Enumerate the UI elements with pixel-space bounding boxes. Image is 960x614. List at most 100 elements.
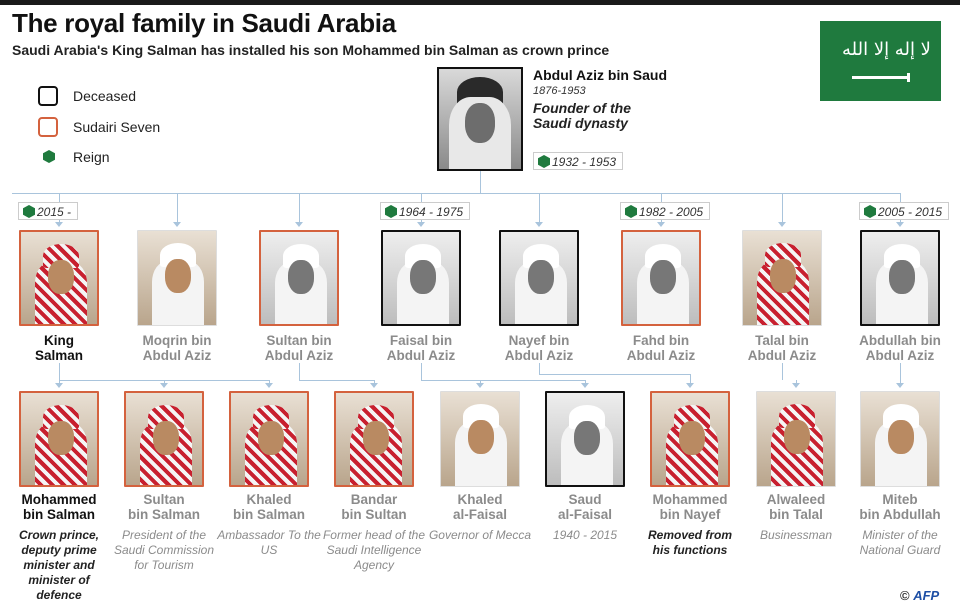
grandson-name: Mohammed bin Nayef <box>652 492 728 522</box>
son-reign-tag: 2015 - <box>18 202 79 220</box>
grandson-portrait <box>440 391 520 487</box>
founder-name: Abdul Aziz bin Saud <box>533 67 668 83</box>
credit: © AFP <box>900 588 939 603</box>
connector-line <box>59 380 60 383</box>
grandson-portrait <box>756 391 836 487</box>
sudairi-swatch-icon <box>38 117 58 137</box>
son-name: Abdullah bin Abdul Aziz <box>859 333 941 363</box>
saudi-flag-icon: لا إله إلا الله <box>820 21 941 101</box>
arrow-down-icon <box>370 383 378 388</box>
reign-hexagon-icon <box>385 205 397 218</box>
son-name: Nayef bin Abdul Aziz <box>504 333 574 363</box>
son-name: Fahd bin Abdul Aziz <box>626 333 696 363</box>
grandson-name: Mohammed bin Salman <box>21 492 97 522</box>
connector-line <box>539 193 540 223</box>
reign-hexagon-icon <box>23 205 35 218</box>
grandson-portrait <box>334 391 414 487</box>
connector-line <box>374 380 375 383</box>
connector-line <box>164 380 165 383</box>
son-portrait <box>259 230 339 326</box>
connector-line <box>782 363 783 380</box>
grandson-description: Businessman <box>759 528 833 542</box>
connector-line <box>299 380 374 381</box>
arrow-down-icon <box>686 383 694 388</box>
connector-line <box>782 193 783 223</box>
son-portrait <box>499 230 579 326</box>
son-portrait <box>860 230 940 326</box>
son-portrait <box>137 230 217 326</box>
connector-line <box>177 193 178 223</box>
connector-line <box>59 363 60 380</box>
son-portrait <box>621 230 701 326</box>
grandson-portrait <box>545 391 625 487</box>
copyright-symbol: © <box>900 588 910 603</box>
son-name: Talal bin Abdul Aziz <box>747 333 817 363</box>
grandson-name: Saud al-Faisal <box>557 492 613 522</box>
grandson-name: Bandar bin Sultan <box>341 492 407 522</box>
page-subtitle: Saudi Arabia's King Salman has installed… <box>12 42 610 58</box>
arrow-down-icon <box>896 222 904 227</box>
reign-hexagon-icon <box>625 205 637 218</box>
grandson-description: 1940 - 2015 <box>552 528 618 542</box>
legend-item-reign: Reign <box>36 145 236 171</box>
connector-line <box>585 380 586 383</box>
son-reign-tag: 1982 - 2005 <box>620 202 711 220</box>
arrow-down-icon <box>55 222 63 227</box>
arrow-down-icon <box>265 383 273 388</box>
son-reign: 2005 - 2015 <box>878 205 943 219</box>
legend-item-deceased: Deceased <box>36 84 236 110</box>
grandson-name: Khaled bin Salman <box>232 492 305 522</box>
grandson-description: Removed from his functions <box>647 528 733 557</box>
arrow-down-icon <box>657 222 665 227</box>
founder-description: Founder of the Saudi dynasty <box>533 100 631 131</box>
legend-label-deceased: Deceased <box>73 88 137 104</box>
grandson-portrait <box>229 391 309 487</box>
connector-line <box>269 380 270 383</box>
connector-line <box>299 363 300 380</box>
top-rule <box>0 0 960 5</box>
flag-sword-icon <box>852 73 910 82</box>
arrow-down-icon <box>173 222 181 227</box>
flag-shahada: لا إله إلا الله <box>842 39 931 60</box>
son-reign: 1964 - 1975 <box>399 205 464 219</box>
connector-line <box>299 193 300 223</box>
son-reign-tag: 1964 - 1975 <box>380 202 471 220</box>
grandson-description: Ambassador To the US <box>217 528 321 557</box>
arrow-down-icon <box>778 222 786 227</box>
connector-line <box>690 374 691 383</box>
connector-line <box>900 363 901 380</box>
grandson-portrait <box>650 391 730 487</box>
connector-line <box>796 380 797 383</box>
grandson-description: Minister of the National Guard <box>859 528 941 557</box>
arrow-down-icon <box>792 383 800 388</box>
legend-item-sudairi: Sudairi Seven <box>36 115 236 141</box>
connector-line <box>539 363 540 374</box>
afp-logo: AFP <box>913 588 940 603</box>
arrow-down-icon <box>896 383 904 388</box>
arrow-down-icon <box>581 383 589 388</box>
connector-line <box>480 380 481 383</box>
son-name: Faisal bin Abdul Aziz <box>386 333 456 363</box>
grandson-portrait <box>860 391 940 487</box>
grandson-portrait <box>19 391 99 487</box>
grandson-description: Former head of the Saudi Intelligence Ag… <box>322 528 426 572</box>
connector-line <box>480 171 481 193</box>
founder-portrait <box>437 67 523 171</box>
son-reign: 2015 - <box>37 205 72 219</box>
son-name: Sultan bin Abdul Aziz <box>264 333 334 363</box>
reign-hexagon-icon <box>538 155 550 168</box>
connector-line <box>421 363 422 380</box>
arrow-down-icon <box>160 383 168 388</box>
arrow-down-icon <box>417 222 425 227</box>
son-reign-tag: 2005 - 2015 <box>859 202 950 220</box>
founder-reign: 1932 - 1953 <box>552 155 617 169</box>
arrow-down-icon <box>55 383 63 388</box>
grandson-name: Khaled al-Faisal <box>452 492 508 522</box>
connector-line <box>539 374 690 375</box>
connector-line <box>12 193 900 194</box>
founder-reign-tag: 1932 - 1953 <box>533 152 624 170</box>
son-reign: 1982 - 2005 <box>639 205 704 219</box>
grandson-description: Crown prince, deputy prime minister and … <box>18 528 99 602</box>
connector-line <box>421 380 585 381</box>
grandson-name: Sultan bin Salman <box>127 492 200 522</box>
